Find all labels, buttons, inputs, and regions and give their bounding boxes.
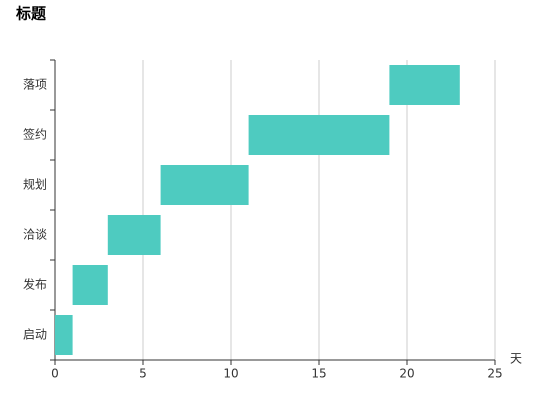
chart-title: 标题 [15,5,47,23]
x-tick-label: 0 [51,367,59,381]
x-tick-label: 20 [399,367,414,381]
x-tick-label: 10 [223,367,238,381]
y-tick-label: 洽谈 [23,228,47,242]
bar [389,65,460,105]
y-tick-label: 落项 [23,78,47,92]
x-axis-label: 天 [510,352,522,366]
bar [248,115,390,155]
x-tick-label: 25 [487,367,502,381]
x-tick-label: 15 [311,367,326,381]
y-tick-label: 规划 [23,177,47,192]
bar [72,265,108,305]
x-tick-label: 5 [139,367,147,381]
y-tick-label: 签约 [23,127,47,142]
bar [160,165,249,205]
bar [107,215,161,255]
y-tick-label: 启动 [23,328,47,342]
bar [55,315,73,355]
y-tick-label: 发布 [23,277,47,292]
